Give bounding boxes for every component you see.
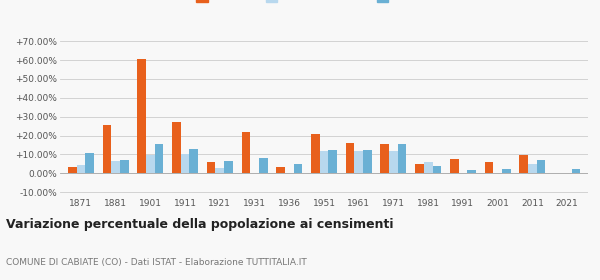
Bar (111, 161, 120, 173)
Bar (259, 158, 268, 173)
Bar (85, 153, 94, 173)
Bar (389, 151, 398, 173)
Bar (398, 144, 407, 173)
Bar (346, 143, 355, 173)
Bar (320, 151, 328, 173)
Bar (502, 169, 511, 173)
Bar (181, 155, 190, 173)
Bar (380, 144, 389, 173)
Bar (146, 155, 155, 173)
Bar (571, 169, 580, 173)
Bar (68, 167, 77, 173)
Bar (172, 122, 181, 173)
Bar (450, 159, 458, 173)
Bar (77, 165, 85, 173)
Bar (155, 144, 163, 173)
Bar (537, 160, 545, 173)
Bar (293, 164, 302, 173)
Bar (137, 59, 146, 173)
Bar (276, 167, 285, 173)
Bar (311, 134, 320, 173)
Bar (241, 132, 250, 173)
Bar (215, 168, 224, 173)
Bar (424, 162, 433, 173)
Bar (224, 161, 233, 173)
Bar (415, 164, 424, 173)
Text: Variazione percentuale della popolazione ai censimenti: Variazione percentuale della popolazione… (6, 218, 394, 231)
Bar (120, 160, 128, 173)
Bar (485, 162, 493, 173)
Bar (433, 166, 441, 173)
Bar (528, 164, 537, 173)
Bar (467, 170, 476, 173)
Bar (355, 151, 363, 173)
Text: COMUNE DI CABIATE (CO) - Dati ISTAT - Elaborazione TUTTITALIA.IT: COMUNE DI CABIATE (CO) - Dati ISTAT - El… (6, 258, 307, 267)
Bar (103, 125, 111, 173)
Bar (520, 155, 528, 173)
Bar (207, 162, 215, 173)
Bar (363, 150, 372, 173)
Bar (328, 150, 337, 173)
Bar (190, 149, 198, 173)
Legend: Cabiate, Provincia di CO, Lombardia: Cabiate, Provincia di CO, Lombardia (192, 0, 456, 7)
